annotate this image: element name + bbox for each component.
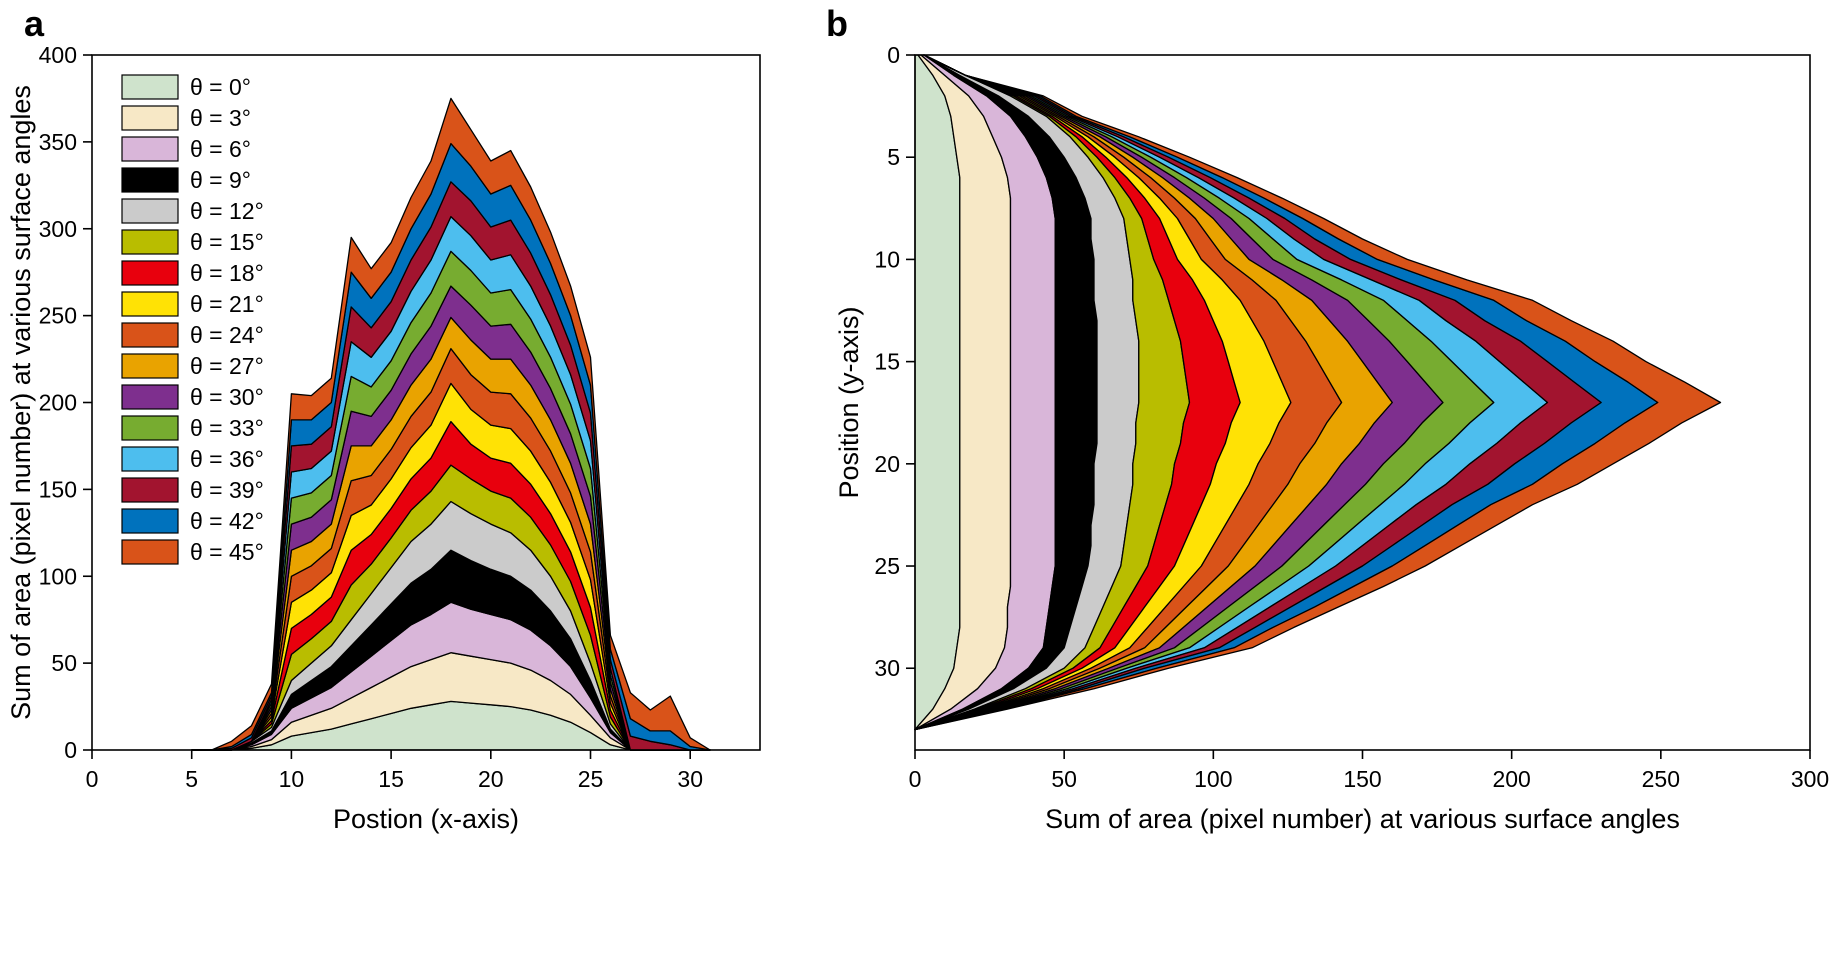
x-tick-label: 300: [1791, 766, 1829, 792]
y-tick-label: 30: [874, 655, 900, 681]
legend-swatch-0: [121, 74, 179, 100]
y-axis-label-b: Position (y-axis): [834, 306, 864, 498]
legend-label-4: θ = 12°: [190, 198, 264, 224]
legend-label-1: θ = 3°: [190, 105, 251, 131]
legend-label-2: θ = 6°: [190, 136, 251, 162]
x-tick-label: 30: [677, 766, 703, 792]
y-tick-label: 25: [874, 553, 900, 579]
legend-swatch-12: [121, 446, 179, 472]
x-tick-label: 20: [478, 766, 504, 792]
legend-label-13: θ = 39°: [190, 477, 264, 503]
legend-swatch-15: [121, 539, 179, 565]
legend-label-8: θ = 24°: [190, 322, 264, 348]
y-tick-label: 150: [39, 476, 77, 502]
legend-label-0: θ = 0°: [190, 74, 251, 100]
y-axis-label-a: Sum of area (pixel number) at various su…: [6, 85, 36, 720]
x-tick-label: 150: [1343, 766, 1381, 792]
y-tick-label: 200: [39, 390, 77, 416]
x-tick-label: 25: [578, 766, 604, 792]
legend-swatch-10: [121, 384, 179, 410]
panel-b-label: b: [826, 3, 848, 44]
y-tick-label: 50: [51, 650, 77, 676]
y-tick-label: 400: [39, 42, 77, 68]
legend-swatch-14: [121, 508, 179, 534]
x-axis-label-b: Sum of area (pixel number) at various su…: [1045, 804, 1680, 834]
legend-swatch-7: [121, 291, 179, 317]
y-tick-label: 5: [887, 144, 900, 170]
y-tick-label: 100: [39, 563, 77, 589]
y-tick-label: 300: [39, 216, 77, 242]
legend-swatch-13: [121, 477, 179, 503]
legend-swatch-4: [121, 198, 179, 224]
x-tick-label: 10: [279, 766, 305, 792]
x-tick-label: 200: [1492, 766, 1530, 792]
y-tick-label: 350: [39, 129, 77, 155]
y-tick-label: 0: [64, 737, 77, 763]
legend-swatch-8: [121, 322, 179, 348]
y-tick-label: 250: [39, 303, 77, 329]
x-tick-label: 0: [909, 766, 922, 792]
legend-swatch-9: [121, 353, 179, 379]
y-tick-label: 20: [874, 451, 900, 477]
legend-swatch-6: [121, 260, 179, 286]
x-tick-label: 100: [1194, 766, 1232, 792]
chart-b: 0 50 100 150 200 250 300 0 5 10 15 20 25 30 Sum of are…: [834, 42, 1829, 834]
legend-swatch-3: [121, 167, 179, 193]
legend-swatch-5: [121, 229, 179, 255]
y-tick-label: 15: [874, 349, 900, 375]
y-tick-label: 0: [887, 42, 900, 68]
legend-label-7: θ = 21°: [190, 291, 264, 317]
x-tick-label: 250: [1642, 766, 1680, 792]
legend-label-5: θ = 15°: [190, 229, 264, 255]
x-tick-label: 0: [86, 766, 99, 792]
y-tick-label: 10: [874, 246, 900, 272]
legend-label-14: θ = 42°: [190, 508, 264, 534]
legend-label-15: θ = 45°: [190, 539, 264, 565]
x-tick-label: 50: [1051, 766, 1077, 792]
legend-label-10: θ = 30°: [190, 384, 264, 410]
legend: θ = 0° θ = 3° θ = 6° θ = 9° θ = 12° θ = 15° θ …: [121, 74, 264, 565]
legend-label-3: θ = 9°: [190, 167, 251, 193]
x-tick-label: 15: [378, 766, 404, 792]
legend-label-6: θ = 18°: [190, 260, 264, 286]
legend-swatch-2: [121, 136, 179, 162]
legend-swatch-11: [121, 415, 179, 441]
legend-label-12: θ = 36°: [190, 446, 264, 472]
chart-a: 0 5 10 15 20 25 30050100150200250300350400Post…: [6, 42, 761, 834]
panel-a-label: a: [24, 3, 45, 44]
legend-swatch-1: [121, 105, 179, 131]
x-axis-label-a: Postion (x-axis): [333, 804, 519, 834]
x-tick-label: 5: [185, 766, 198, 792]
legend-label-9: θ = 27°: [190, 353, 264, 379]
legend-label-11: θ = 33°: [190, 415, 264, 441]
area-b-series-0: [914, 54, 961, 731]
